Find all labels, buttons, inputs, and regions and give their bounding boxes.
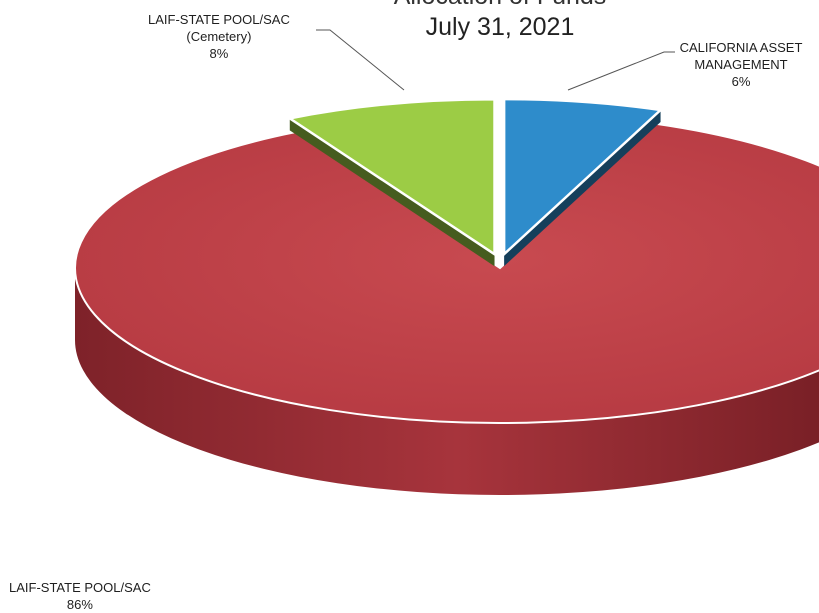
slice-label-california-asset: CALIFORNIA ASSET MANAGEMENT 6% — [666, 39, 816, 90]
pie-slice-laif-cemetery-side — [289, 118, 495, 267]
slice-label-california-asset-line2: MANAGEMENT — [694, 57, 788, 72]
leader-line-cemetery — [316, 29, 405, 91]
slice-label-laif-main: LAIF-STATE POOL/SAC 86% — [9, 579, 151, 613]
leader-lines — [316, 29, 675, 91]
pie-slice-laif-main-side — [75, 268, 819, 495]
slice-label-cemetery-line2: (Cemetery) — [186, 29, 252, 44]
pie-slices — [74, 97, 819, 495]
chart-subtitle-date: July 31, 2021 — [425, 13, 575, 41]
slice-label-laif-main-percent: 86% — [66, 597, 93, 612]
slice-label-laif-main-line1: LAIF-STATE POOL/SAC — [9, 580, 151, 595]
slice-label-cemetery-line1: LAIF-STATE POOL/SAC — [148, 12, 290, 27]
slice-label-california-asset-line1: CALIFORNIA ASSET — [679, 40, 803, 55]
pie-slice-california-asset-side — [504, 110, 661, 267]
slice-label-california-asset-percent: 6% — [731, 74, 751, 89]
slice-label-cemetery: LAIF-STATE POOL/SAC (Cemetery) 8% — [148, 11, 290, 62]
leader-line-california-asset — [567, 51, 675, 91]
chart-title: Allocation of Funds — [330, 0, 670, 11]
pie-slice-california-asset — [502, 97, 664, 257]
pie-slice-laif-main — [74, 122, 819, 424]
pie-slice-laif-cemetery — [286, 97, 496, 257]
slice-label-cemetery-percent: 8% — [209, 46, 229, 61]
